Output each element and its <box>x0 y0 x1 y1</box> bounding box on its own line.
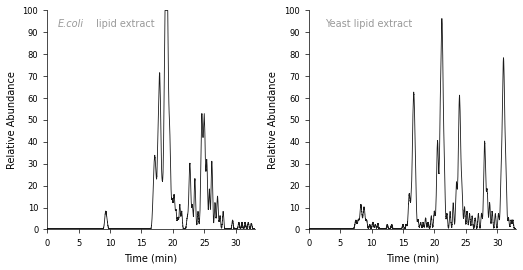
X-axis label: Time (min): Time (min) <box>386 253 439 263</box>
Y-axis label: Relative Abundance: Relative Abundance <box>7 71 17 169</box>
X-axis label: Time (min): Time (min) <box>124 253 177 263</box>
Text: E.coli: E.coli <box>58 19 84 29</box>
Y-axis label: Relative Abundance: Relative Abundance <box>268 71 278 169</box>
Text: lipid extract: lipid extract <box>93 19 154 29</box>
Text: Yeast lipid extract: Yeast lipid extract <box>325 19 413 29</box>
